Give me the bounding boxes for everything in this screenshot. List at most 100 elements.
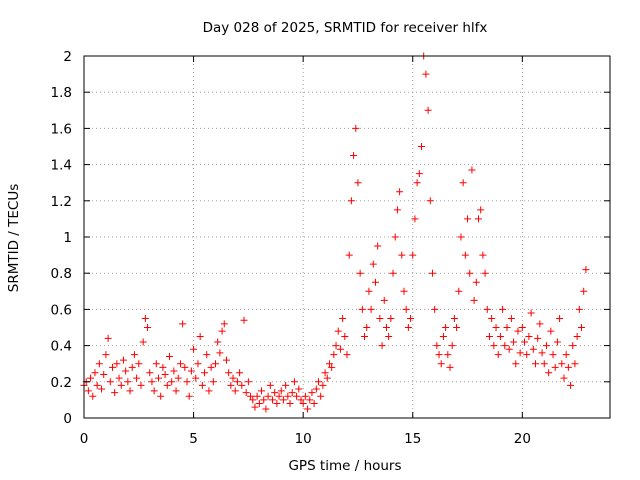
data-point	[321, 369, 329, 377]
data-point	[262, 405, 270, 413]
data-point	[426, 197, 434, 205]
data-point	[510, 338, 518, 346]
data-point	[461, 251, 469, 259]
data-point	[137, 381, 145, 389]
data-point	[260, 396, 268, 404]
data-point	[297, 396, 305, 404]
y-tick-label: 0.4	[51, 339, 72, 355]
data-point	[402, 305, 410, 313]
data-point	[146, 369, 154, 377]
y-tick-label: 1.6	[51, 121, 72, 137]
data-point	[575, 305, 583, 313]
data-point	[409, 251, 417, 259]
data-point	[363, 324, 371, 331]
data-point	[205, 387, 213, 395]
y-tick-label: 1.2	[51, 194, 72, 210]
data-point	[431, 305, 439, 313]
data-point	[249, 396, 257, 404]
data-point	[181, 363, 189, 371]
data-point	[170, 367, 178, 375]
data-point	[130, 351, 138, 359]
data-point	[523, 351, 531, 359]
data-point	[161, 371, 169, 379]
x-tick-label: 10	[295, 431, 312, 447]
data-point	[374, 242, 382, 250]
data-point	[567, 381, 575, 389]
data-point	[553, 338, 561, 346]
data-point	[464, 215, 472, 223]
data-point	[139, 338, 147, 346]
data-point	[336, 345, 344, 353]
data-point	[345, 251, 353, 259]
data-point	[418, 143, 426, 150]
data-point	[404, 324, 412, 331]
data-point	[312, 385, 320, 393]
data-point	[578, 324, 586, 331]
data-point	[398, 251, 406, 259]
data-point	[244, 378, 252, 386]
data-point	[236, 369, 244, 377]
data-point	[240, 316, 248, 324]
data-point	[477, 206, 485, 214]
data-point	[179, 320, 187, 328]
data-point	[341, 333, 349, 341]
data-point	[268, 396, 276, 404]
data-point	[216, 349, 224, 357]
data-point	[122, 367, 130, 375]
data-point	[299, 400, 307, 408]
data-point	[503, 324, 511, 331]
data-point	[192, 374, 200, 382]
plot-frame	[83, 55, 611, 419]
data-point	[222, 356, 230, 364]
data-point	[442, 324, 450, 331]
data-point	[380, 296, 388, 304]
data-point	[446, 363, 454, 371]
data-point	[266, 381, 274, 389]
data-point	[571, 360, 579, 368]
data-point	[361, 333, 369, 341]
data-point	[527, 309, 535, 317]
data-point	[468, 166, 476, 174]
data-point	[231, 387, 239, 395]
data-point	[499, 305, 507, 313]
data-point	[304, 405, 312, 413]
data-point	[91, 369, 99, 377]
data-point	[437, 360, 445, 368]
data-point	[124, 378, 132, 386]
data-point	[117, 381, 125, 389]
data-point	[233, 378, 241, 386]
data-point	[150, 387, 158, 395]
data-point	[325, 360, 333, 368]
y-tick-label: 1	[63, 230, 72, 246]
data-point	[382, 324, 390, 331]
data-point	[505, 345, 513, 353]
data-point	[255, 400, 263, 408]
data-point	[389, 269, 397, 277]
data-point	[328, 363, 336, 371]
data-point	[507, 314, 515, 322]
data-point	[479, 251, 487, 259]
data-point	[183, 378, 191, 386]
data-point	[485, 333, 493, 341]
data-point	[157, 392, 165, 400]
data-point	[332, 342, 340, 350]
data-point	[288, 389, 296, 397]
data-point	[516, 349, 524, 357]
data-point	[525, 333, 533, 341]
data-point	[334, 327, 342, 335]
data-point	[350, 152, 358, 160]
data-point	[562, 351, 570, 359]
data-point	[271, 389, 279, 397]
data-point	[411, 215, 419, 223]
data-point	[428, 269, 436, 277]
data-point	[387, 314, 395, 322]
data-point	[315, 378, 323, 386]
data-point	[168, 378, 176, 386]
data-point	[448, 342, 456, 350]
data-point	[501, 342, 509, 350]
data-point	[475, 215, 482, 223]
data-point	[128, 363, 136, 371]
data-point	[494, 351, 502, 359]
data-point	[273, 400, 281, 408]
